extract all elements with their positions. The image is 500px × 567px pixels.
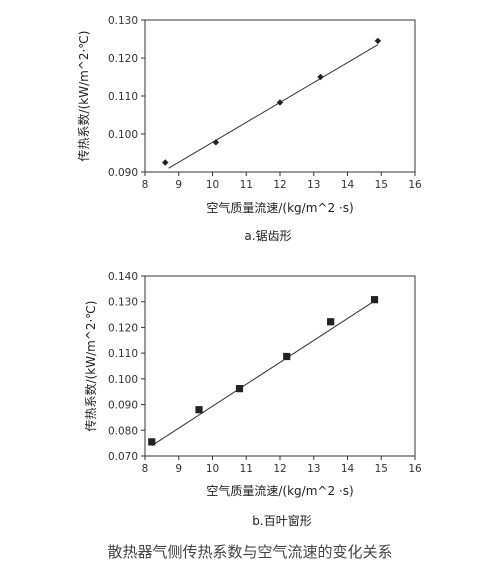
data-point-diamond	[162, 159, 169, 166]
chart-a-sawtooth: 8 9 10 11 12 13 14 15 16 0.090 0.100 0.110 0.120 0.13…	[76, 15, 422, 215]
x-tick-label: 13	[307, 179, 320, 191]
x-tick-label: 11	[240, 463, 253, 475]
fit-line	[168, 44, 379, 169]
x-tick-label: 9	[175, 179, 182, 191]
x-tick-label: 13	[307, 463, 320, 475]
y-tick-label: 0.130	[108, 15, 138, 27]
data-point-square	[370, 296, 379, 304]
chart-b-louver: 8 9 10 11 12 13 14 15 16 0.070 0.080 0.090 0.100 0.11…	[83, 271, 422, 498]
y-tick-label: 0.090	[108, 167, 138, 179]
figure-caption: 散热器气侧传热系数与空气流速的变化关系	[107, 543, 392, 561]
x-tick-label: 10	[206, 179, 219, 191]
x-tick-label: 8	[142, 463, 149, 475]
x-tick-label: 16	[408, 463, 422, 475]
y-tick-label: 0.120	[108, 322, 138, 334]
data-point-square	[148, 438, 156, 446]
data-point-diamond	[212, 139, 220, 146]
data-point-square	[195, 406, 203, 414]
x-tick-label: 14	[341, 179, 355, 191]
chart-b-sublabel: b.百叶窗形	[252, 514, 311, 528]
x-tick-label: 12	[273, 179, 286, 191]
x-tick-label: 15	[375, 179, 388, 191]
y-axis-title: 传热系数/(kW/m^2·℃)	[83, 301, 98, 432]
y-tick-label: 0.120	[108, 53, 138, 65]
x-tick-label: 12	[273, 463, 286, 475]
data-point-diamond	[374, 37, 382, 45]
x-axis-title: 空气质量流速/(kg/m^2 ·s)	[206, 483, 353, 498]
y-tick-label: 0.090	[108, 400, 138, 412]
x-tick-label: 16	[408, 179, 422, 191]
y-tick-label: 0.130	[108, 297, 138, 309]
y-tick-label: 0.110	[108, 348, 138, 360]
x-tick-label: 11	[240, 179, 253, 191]
data-point-square	[327, 318, 335, 326]
y-tick-label: 0.070	[108, 451, 138, 463]
chart-a-sublabel: a.锯齿形	[244, 228, 291, 243]
y-tick-label: 0.140	[108, 271, 138, 283]
x-tick-label: 14	[341, 463, 355, 475]
x-axis-title: 空气质量流速/(kg/m^2 ·s)	[206, 200, 353, 215]
x-tick-label: 10	[206, 463, 219, 475]
x-tick-label: 15	[375, 463, 388, 475]
y-tick-label: 0.100	[108, 374, 138, 386]
data-point-diamond	[317, 73, 324, 81]
y-tick-label: 0.100	[108, 129, 138, 141]
y-tick-label: 0.080	[108, 425, 138, 437]
fit-line	[151, 300, 375, 447]
x-tick-label: 9	[175, 463, 182, 475]
y-axis-title: 传热系数/(kW/m^2·℃)	[76, 31, 91, 162]
plot-frame	[144, 19, 416, 173]
x-tick-label: 8	[142, 179, 149, 191]
data-point-square	[283, 352, 291, 361]
data-point-square	[235, 385, 244, 393]
y-tick-label: 0.110	[108, 91, 138, 103]
data-point-diamond	[276, 99, 284, 106]
